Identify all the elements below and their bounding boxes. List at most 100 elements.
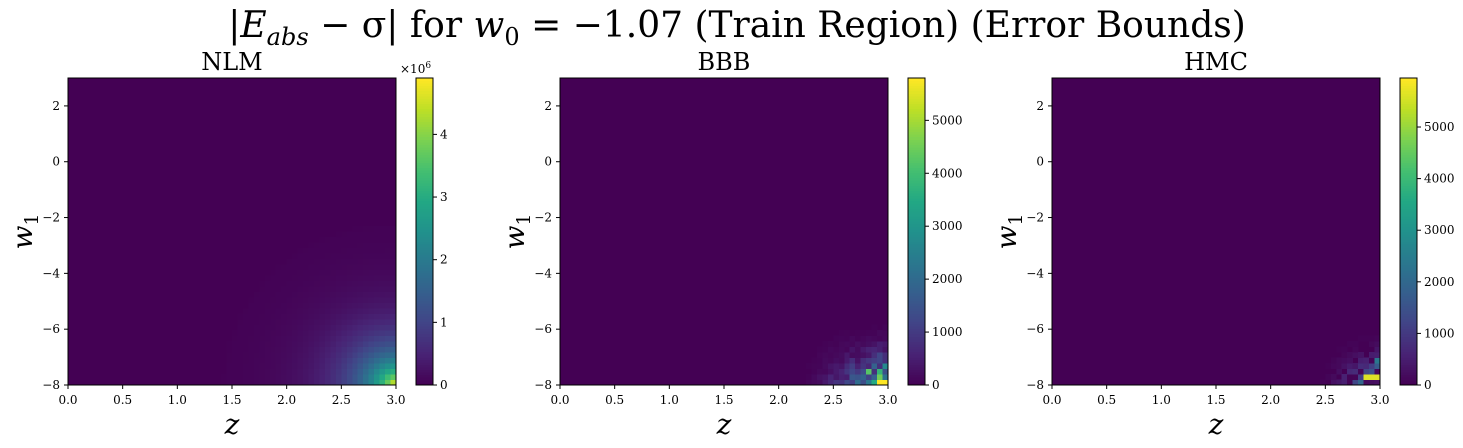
heatmap-cell <box>1353 352 1359 358</box>
heatmap-cell <box>336 242 342 248</box>
heatmap-cell <box>276 275 282 281</box>
colorbar-step <box>908 308 925 311</box>
colorbar-step <box>416 198 433 201</box>
heatmap-cell <box>369 363 375 369</box>
heatmap-cell <box>248 325 254 331</box>
heatmap-cell <box>883 347 889 353</box>
heatmap-cell <box>309 308 315 314</box>
colorbar-step <box>908 224 925 227</box>
colorbar-step <box>416 354 433 357</box>
colorbar-step <box>908 129 925 132</box>
colorbar-step <box>1400 198 1417 201</box>
colorbar-step <box>908 329 925 332</box>
heatmap-cell <box>1331 363 1337 369</box>
heatmap-cell <box>341 374 347 380</box>
colorbar-step <box>908 339 925 342</box>
heatmap-cell <box>369 380 375 386</box>
colorbar-tick-label: 1000 <box>932 325 963 339</box>
colorbar-step <box>1400 219 1417 222</box>
heatmap-cell <box>358 303 364 309</box>
heatmap-cell <box>292 341 298 347</box>
heatmap-cell <box>254 297 260 303</box>
heatmap-cell <box>259 314 265 320</box>
heatmap-cell <box>314 369 320 375</box>
heatmap-cell <box>292 292 298 298</box>
heatmap-cell <box>254 292 260 298</box>
colorbar-step <box>1400 109 1417 112</box>
heatmap-cell <box>341 380 347 386</box>
heatmap-cell <box>298 286 304 292</box>
heatmap-cell <box>1331 380 1337 386</box>
heatmap-cell <box>844 352 850 358</box>
heatmap-cell <box>259 380 265 386</box>
heatmap-cell <box>330 347 336 353</box>
heatmap-cell <box>237 374 243 380</box>
colorbar-step <box>416 229 433 232</box>
colorbar-step <box>908 162 925 165</box>
heatmap-cell <box>330 374 336 380</box>
colorbar-step <box>908 334 925 337</box>
heatmap-cell <box>1375 341 1381 347</box>
colorbar-step <box>908 134 925 137</box>
heatmap-cell <box>281 369 287 375</box>
heatmap-cell <box>844 358 850 364</box>
heatmap-cell <box>380 358 386 364</box>
colorbar-step <box>1400 270 1417 273</box>
colorbar-step <box>908 267 925 270</box>
colorbar-step <box>908 359 925 362</box>
heatmap-cell <box>232 330 238 336</box>
heatmap-cell <box>872 363 878 369</box>
heatmap-cell <box>861 374 867 380</box>
colorbar-step <box>1400 247 1417 250</box>
heatmap-cell <box>325 380 331 386</box>
colorbar-step <box>416 380 433 383</box>
colorbar-step <box>908 142 925 145</box>
colorbar-step <box>908 326 925 329</box>
heatmap-cell <box>385 336 391 342</box>
colorbar-step <box>908 111 925 114</box>
colorbar-step <box>1400 298 1417 301</box>
heatmap-cell <box>314 358 320 364</box>
colorbar-step <box>416 224 433 227</box>
heatmap-cell <box>248 319 254 325</box>
colorbar-bbb <box>908 78 925 385</box>
colorbar-step <box>908 88 925 91</box>
heatmap-cell <box>281 314 287 320</box>
colorbar-step <box>908 288 925 291</box>
colorbar-step <box>1400 234 1417 237</box>
heatmap-cell <box>369 369 375 375</box>
heatmap-cell <box>287 264 293 270</box>
heatmap-cell <box>336 303 342 309</box>
heatmap-cell <box>259 358 265 364</box>
heatmap-cell <box>352 297 358 303</box>
heatmap-cell <box>265 314 271 320</box>
heatmap-cell <box>298 248 304 254</box>
heatmap-cell <box>292 319 298 325</box>
heatmap-cell <box>227 380 233 386</box>
heatmap-cell <box>844 369 850 375</box>
heatmap-cell <box>298 281 304 287</box>
heatmap-cell <box>363 286 369 292</box>
y-axis-label: w1 <box>498 213 535 249</box>
heatmap-cell <box>352 380 358 386</box>
heatmap-cell <box>347 308 353 314</box>
heatmap-cell <box>336 292 342 298</box>
heatmap-cell <box>358 232 364 238</box>
colorbar-step <box>908 283 925 286</box>
heatmap-cell <box>358 248 364 254</box>
heatmap-cell <box>380 248 386 254</box>
heatmap-cell <box>303 352 309 358</box>
heatmap-cell <box>254 308 260 314</box>
heatmap-cell <box>336 369 342 375</box>
heatmap-cell <box>287 297 293 303</box>
heatmap-cell <box>303 358 309 364</box>
heatmap-cell <box>866 358 872 364</box>
colorbar-step <box>1400 367 1417 370</box>
heatmap-cell <box>303 341 309 347</box>
colorbar-step <box>908 372 925 375</box>
heatmap-cell <box>254 314 260 320</box>
heatmap-cell <box>374 281 380 287</box>
heatmap-cell <box>872 330 878 336</box>
heatmap-cell <box>872 341 878 347</box>
colorbar-step <box>416 127 433 130</box>
